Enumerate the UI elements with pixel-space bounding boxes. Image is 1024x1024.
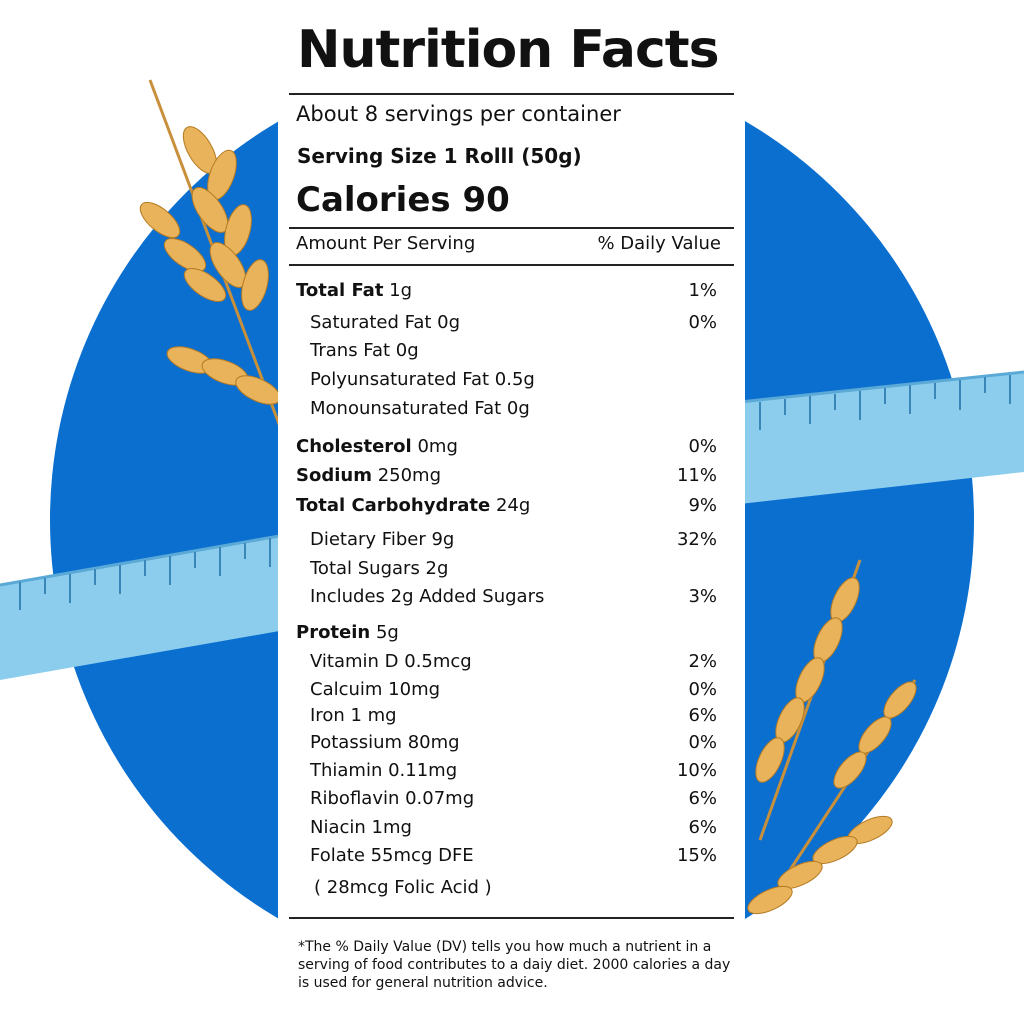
nutrient-name: Total Fat 1g: [296, 280, 412, 301]
nutrient-daily-value: 3%: [688, 586, 717, 607]
nutrient-daily-value: 6%: [688, 705, 717, 726]
nutrient-row: Includes 2g Added Sugars 3%: [278, 586, 745, 610]
nutrient-row: Folate 55mcg DFE 15%: [278, 845, 745, 869]
nutrient-row: Potassium 80mg 0%: [278, 732, 745, 756]
nutrient-row: ( 28mcg Folic Acid ): [278, 877, 745, 901]
nutrient-daily-value: 11%: [676, 465, 717, 486]
nutrient-daily-value: 0%: [688, 312, 717, 333]
divider-footnote: [289, 917, 734, 919]
nutrient-name: Protein 5g: [296, 622, 399, 643]
nutrient-amount: 0mg: [417, 436, 458, 457]
nutrient-daily-value: 6%: [688, 788, 717, 809]
nutrient-row: Total Fat 1g 1%: [278, 280, 745, 304]
nutrient-name: Total Carbohydrate 24g: [296, 495, 530, 516]
nutrient-row: Vitamin D 0.5mcg 2%: [278, 651, 745, 675]
servings-per-container: About 8 servings per container: [296, 102, 621, 126]
nutrient-name: Saturated Fat 0g: [310, 312, 461, 333]
nutrient-daily-value: 0%: [688, 436, 717, 457]
nutrient-label: Total Carbohydrate: [296, 495, 491, 516]
nutrient-name: Calcuim 10mg: [310, 679, 441, 700]
nutrient-row: Niacin 1mg 6%: [278, 817, 745, 841]
daily-value-header: % Daily Value: [597, 233, 721, 254]
calories: Calories 90: [296, 180, 510, 220]
nutrient-row: Monounsaturated Fat 0g: [278, 398, 745, 422]
nutrient-row: Calcuim 10mg 0%: [278, 679, 745, 703]
nutrient-name: ( 28mcg Folic Acid ): [314, 877, 492, 898]
nutrient-row: Dietary Fiber 9g 32%: [278, 529, 745, 553]
nutrient-name: Potassium 80mg: [310, 732, 460, 753]
divider-top: [289, 93, 734, 95]
nutrient-daily-value: 32%: [676, 529, 717, 550]
label-title: Nutrition Facts: [297, 20, 720, 80]
daily-value-footnote: *The % Daily Value (DV) tells you how mu…: [298, 939, 731, 991]
measuring-tape-right: [739, 370, 1024, 504]
nutrient-daily-value: 2%: [688, 651, 717, 672]
measuring-tape-left: [0, 533, 286, 680]
nutrient-name: Folate 55mcg DFE: [310, 845, 474, 866]
nutrient-name: Riboflavin 0.07mg: [310, 788, 475, 809]
nutrient-name: Monounsaturated Fat 0g: [310, 398, 530, 419]
wheat-bottom-right: [747, 559, 917, 915]
nutrient-label: Protein: [296, 622, 371, 643]
nutrient-label: Sodium: [296, 465, 372, 486]
nutrient-daily-value: 1%: [688, 280, 717, 301]
nutrient-name: Polyunsaturated Fat 0.5g: [310, 369, 535, 390]
nutrient-name: Cholesterol 0mg: [296, 436, 458, 457]
nutrient-row: Cholesterol 0mg 0%: [278, 436, 745, 460]
nutrient-name: Sodium 250mg: [296, 465, 441, 486]
nutrient-amount: 24g: [495, 495, 531, 516]
nutrient-row: Iron 1 mg 6%: [278, 705, 745, 729]
nutrient-daily-value: 15%: [676, 845, 717, 866]
nutrient-daily-value: 0%: [688, 732, 717, 753]
nutrient-name: Trans Fat 0g: [310, 340, 419, 361]
nutrient-row: Polyunsaturated Fat 0.5g: [278, 369, 745, 393]
nutrient-name: Total Sugars 2g: [310, 558, 449, 579]
nutrient-row: Saturated Fat 0g 0%: [278, 312, 745, 336]
nutrient-amount: 250mg: [377, 465, 442, 486]
nutrient-row: Trans Fat 0g: [278, 340, 745, 364]
nutrient-name: Vitamin D 0.5mcg: [310, 651, 472, 672]
nutrient-row: Sodium 250mg 11%: [278, 465, 745, 489]
nutrient-name: Includes 2g Added Sugars: [310, 586, 545, 607]
nutrient-amount: 5g: [375, 622, 399, 643]
nutrient-daily-value: 9%: [688, 495, 717, 516]
serving-size: Serving Size 1 Rolll (50g): [297, 144, 582, 168]
nutrient-row: Total Carbohydrate 24g 9%: [278, 495, 745, 519]
nutrient-name: Thiamin 0.11mg: [310, 760, 458, 781]
amount-per-serving-header: Amount Per Serving: [296, 233, 476, 254]
nutrition-label: Nutrition Facts About 8 servings per con…: [278, 0, 745, 1024]
nutrient-row: Protein 5g: [278, 622, 745, 646]
nutrient-daily-value: 10%: [676, 760, 717, 781]
nutrient-row: Riboflavin 0.07mg 6%: [278, 788, 745, 812]
nutrient-label: Cholesterol: [296, 436, 412, 457]
divider-header: [289, 264, 734, 266]
nutrient-daily-value: 6%: [688, 817, 717, 838]
nutrient-daily-value: 0%: [688, 679, 717, 700]
wheat-top-left: [139, 79, 287, 441]
nutrient-name: Niacin 1mg: [310, 817, 412, 838]
nutrient-amount: 1g: [389, 280, 413, 301]
divider-calories: [289, 227, 734, 229]
nutrient-row: Total Sugars 2g: [278, 558, 745, 582]
nutrient-label: Total Fat: [296, 280, 384, 301]
nutrient-name: Dietary Fiber 9g: [310, 529, 455, 550]
nutrient-name: Iron 1 mg: [310, 705, 397, 726]
nutrient-row: Thiamin 0.11mg 10%: [278, 760, 745, 784]
